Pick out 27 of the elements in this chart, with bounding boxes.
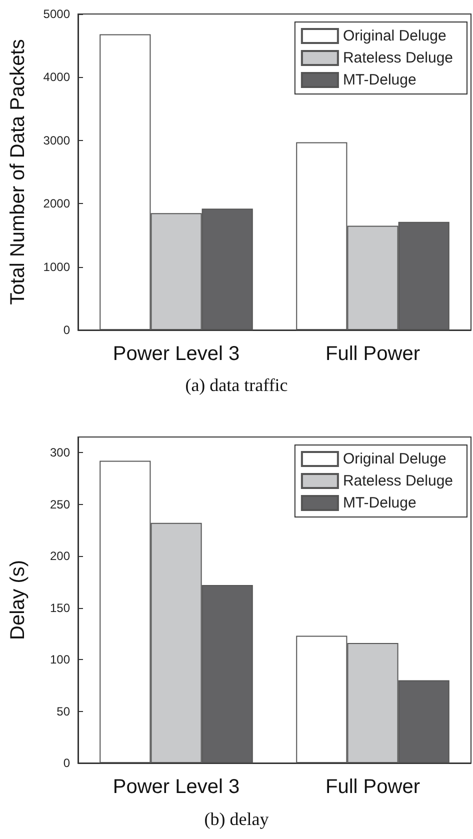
y-axis-title: Delay (s) [7, 560, 29, 640]
x-tick-label: Full Power [326, 343, 420, 365]
y-tick-label: 3000 [43, 133, 70, 148]
y-axis-title: Total Number of Data Packets [7, 39, 29, 305]
y-tick-label: 250 [50, 497, 70, 512]
legend-label: Original Deluge [342, 450, 446, 468]
y-tick-label: 300 [50, 446, 70, 460]
text: (a) data traffic [185, 375, 288, 395]
legend-label: MT-Deluge [342, 72, 416, 88]
y-tick-label: 0 [63, 756, 70, 770]
y-tick-label: 4000 [43, 70, 70, 84]
legend-label: MT-Deluge [342, 494, 416, 512]
y-tick-label: 1000 [43, 260, 70, 274]
y-tick-label: 5000 [43, 7, 70, 21]
y-tick-label: 150 [50, 600, 70, 615]
y-tick-label: 100 [50, 652, 70, 667]
y-tick-label: 2000 [43, 196, 70, 211]
x-tick-label: Power Level 3 [112, 776, 240, 798]
legend-label: Rateless Deluge [342, 472, 453, 490]
x-tick-label: Power Level 3 [112, 343, 240, 365]
x-tick-label: Full Power [326, 776, 420, 798]
y-tick-label: 0 [63, 323, 70, 337]
y-tick-label: 200 [50, 549, 70, 564]
text: (b) delay [204, 809, 269, 829]
legend-label: Original Deluge [342, 28, 446, 44]
y-tick-label: 50 [56, 704, 70, 718]
legend-label: Rateless Deluge [342, 50, 453, 66]
